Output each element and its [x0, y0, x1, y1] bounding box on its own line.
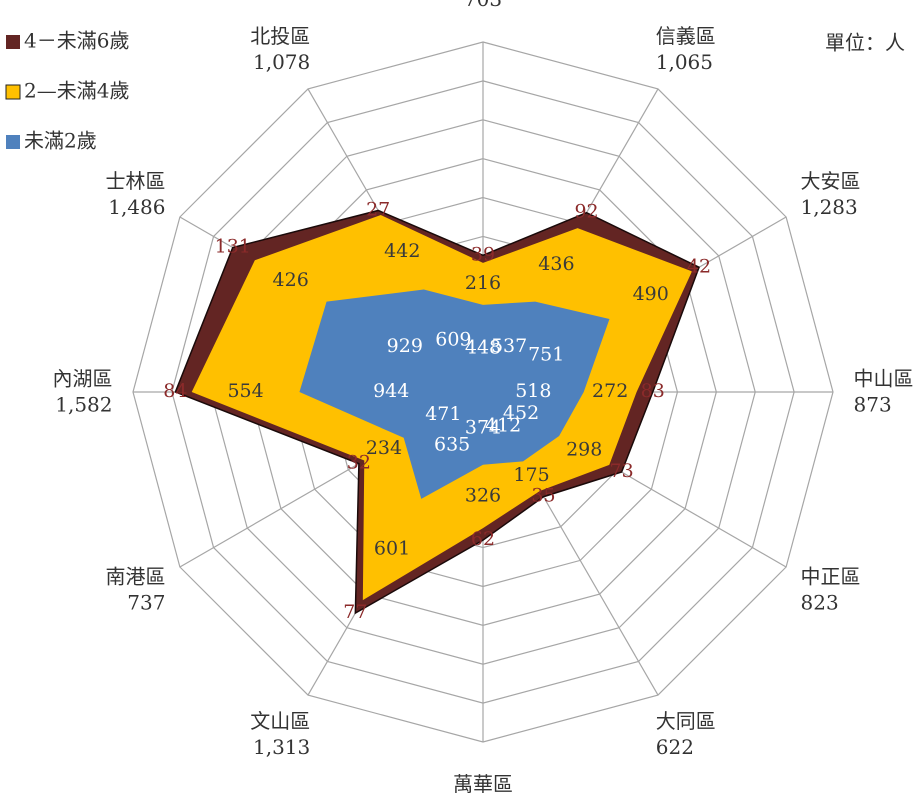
data-label: 412 — [485, 415, 521, 437]
data-label: 554 — [227, 380, 263, 402]
data-label: 436 — [538, 253, 574, 275]
category-total: 1,078 — [253, 50, 310, 74]
legend-label: 4－未滿6歲 — [24, 29, 129, 53]
data-label: 471 — [425, 403, 461, 425]
category-label: 文山區 — [250, 709, 310, 733]
category-label: 士林區 — [105, 169, 165, 193]
data-label: 42 — [687, 255, 711, 277]
data-label: 73 — [609, 460, 633, 482]
category-total: 762 — [464, 798, 502, 801]
data-label: 326 — [465, 484, 501, 506]
data-label: 272 — [592, 380, 628, 402]
unit-label: 單位：人 — [825, 31, 905, 55]
data-label: 92 — [574, 201, 598, 223]
legend-swatch — [5, 84, 21, 100]
data-label: 448 — [465, 336, 501, 358]
data-label: 216 — [465, 272, 501, 294]
data-label: 234 — [366, 437, 402, 459]
data-label: 62 — [471, 528, 495, 550]
data-label: 39 — [471, 243, 495, 265]
data-label: 929 — [387, 335, 423, 357]
category-label: 中山區 — [854, 367, 914, 391]
category-total: 823 — [801, 590, 839, 614]
legend-label: 未滿2歲 — [24, 129, 97, 153]
category-total: 737 — [127, 590, 165, 614]
data-label: 601 — [374, 538, 410, 560]
category-label: 大同區 — [656, 709, 716, 733]
series-area — [299, 289, 610, 499]
data-label: 175 — [513, 464, 549, 486]
category-label: 大安區 — [801, 169, 861, 193]
data-label: 452 — [503, 402, 539, 424]
category-label: 內湖區 — [53, 367, 113, 391]
category-label: 北投區 — [250, 24, 310, 48]
category-total: 703 — [464, 0, 502, 11]
data-label: 751 — [528, 343, 564, 365]
data-label: 35 — [531, 485, 555, 507]
data-label: 77 — [343, 601, 367, 623]
legend-swatch — [6, 35, 20, 49]
data-label: 374 — [465, 416, 501, 438]
category-label: 中正區 — [801, 564, 861, 588]
category-total: 1,582 — [55, 393, 112, 417]
category-total: 1,283 — [801, 195, 858, 219]
data-label: 32 — [347, 452, 371, 474]
data-label: 83 — [641, 380, 665, 402]
data-label: 609 — [435, 329, 471, 351]
data-label: 298 — [566, 438, 602, 460]
data-label: 518 — [515, 380, 551, 402]
data-label: 131 — [215, 236, 251, 258]
category-total: 622 — [656, 735, 694, 759]
legend-label: 2—未滿4歲 — [24, 79, 129, 103]
data-label: 27 — [366, 198, 390, 220]
category-total: 873 — [854, 393, 892, 417]
category-label: 南港區 — [105, 564, 165, 588]
data-label: 84 — [163, 380, 187, 402]
category-total: 1,065 — [656, 50, 713, 74]
category-total: 1,486 — [108, 195, 165, 219]
data-label: 537 — [491, 335, 527, 357]
data-label: 490 — [633, 283, 669, 305]
legend-swatch — [6, 135, 20, 149]
data-label: 442 — [384, 240, 420, 262]
data-label: 944 — [373, 380, 409, 402]
category-label: 信義區 — [656, 24, 716, 48]
data-label: 426 — [273, 269, 309, 291]
category-label: 萬華區 — [453, 772, 513, 796]
data-label: 635 — [434, 433, 470, 455]
category-total: 1,313 — [253, 735, 310, 759]
